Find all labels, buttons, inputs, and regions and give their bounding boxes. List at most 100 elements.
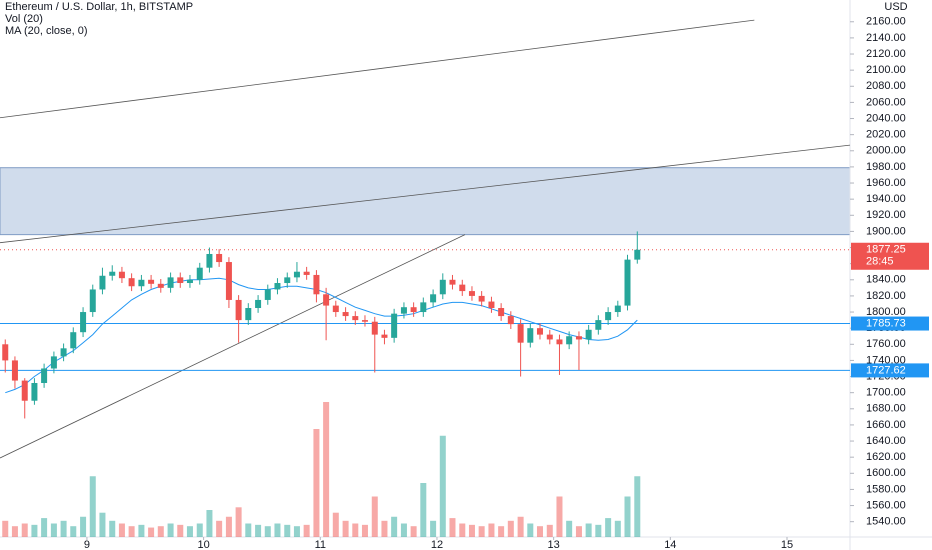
y-tick-label: 2140.00 — [866, 32, 906, 44]
candle-body — [216, 253, 223, 263]
candle-body — [70, 332, 77, 349]
volume-bar — [527, 523, 534, 537]
volume-bar — [60, 520, 67, 537]
y-tick-label: 1620.00 — [866, 451, 906, 463]
level-price-box — [851, 363, 929, 378]
y-tick-label: 1740.00 — [866, 354, 906, 366]
candle-body — [206, 253, 213, 268]
volume-bar — [420, 483, 427, 537]
y-tick-label: 1840.00 — [866, 274, 906, 286]
candle-body — [595, 320, 602, 330]
candle-body — [410, 307, 417, 313]
candle-body — [264, 289, 271, 300]
volume-bar — [634, 476, 641, 537]
y-tick-label: 2020.00 — [866, 129, 906, 141]
x-tick-label: 13 — [548, 539, 560, 550]
volume-bar — [430, 520, 437, 537]
volume-bar — [264, 526, 271, 537]
volume-bar — [323, 402, 330, 537]
volume-bar — [507, 520, 514, 537]
trendline — [0, 234, 466, 459]
y-tick-label: 2160.00 — [866, 16, 906, 28]
candle-body — [80, 312, 87, 333]
candle-body — [546, 334, 553, 340]
candle-body — [391, 313, 398, 338]
volume-bar — [245, 523, 252, 537]
candle-body — [498, 308, 505, 317]
volume-bar — [128, 526, 135, 537]
volume-bar — [186, 526, 193, 537]
y-tick-label: 2000.00 — [866, 145, 906, 157]
candle-body — [303, 271, 310, 275]
volume-bar — [624, 496, 631, 537]
volume-bar — [2, 520, 9, 537]
volume-bar — [293, 526, 300, 537]
candle-body — [31, 382, 38, 401]
volume-bar — [410, 526, 417, 537]
volume-bar — [459, 523, 466, 537]
volume-bar — [566, 520, 573, 537]
candle-body — [148, 279, 155, 284]
y-tick-label: 1560.00 — [866, 499, 906, 511]
candle-body — [536, 328, 543, 335]
volume-bar — [157, 526, 164, 537]
candle-body — [21, 380, 28, 401]
candle-body — [99, 275, 106, 290]
y-tick-label: 2060.00 — [866, 96, 906, 108]
volume-bar — [70, 526, 77, 537]
volume-bar — [488, 523, 495, 537]
candle-body — [624, 259, 631, 306]
candle-body — [293, 271, 300, 278]
candle-body — [439, 279, 446, 295]
candle-body — [381, 334, 388, 338]
y-tick-label: 1800.00 — [866, 306, 906, 318]
y-tick-label: 2120.00 — [866, 48, 906, 60]
candle-body — [196, 267, 203, 280]
candle-body — [225, 262, 232, 300]
candle-body — [527, 328, 534, 343]
candle-body — [60, 348, 67, 357]
last-price-label: 1877.25 — [866, 244, 906, 256]
volume-bar — [517, 516, 524, 537]
x-tick-label: 15 — [781, 539, 793, 550]
candle-body — [634, 249, 641, 260]
trendline — [0, 19, 755, 119]
volume-bar — [41, 518, 48, 537]
candle-body — [556, 339, 563, 345]
price-axis — [850, 0, 932, 550]
level-price-label: 1727.62 — [866, 364, 906, 376]
candle-body — [177, 277, 184, 284]
volume-bar — [332, 512, 339, 537]
y-tick-label: 2080.00 — [866, 80, 906, 92]
x-tick-label: 14 — [664, 539, 676, 550]
candle-body — [575, 336, 582, 340]
volume-bar — [352, 523, 359, 537]
volume-bar — [361, 524, 368, 537]
volume-bar — [99, 512, 106, 537]
volume-bar — [536, 526, 543, 537]
volume-bar — [148, 527, 155, 537]
candle-body — [89, 289, 96, 313]
volume-bar — [575, 526, 582, 537]
candle-body — [605, 312, 612, 321]
candle-body — [332, 305, 339, 313]
volume-bar — [50, 523, 57, 537]
candle-body — [488, 301, 495, 309]
last-price-box — [851, 242, 929, 270]
volume-bar — [109, 520, 116, 537]
candle-body — [41, 368, 48, 383]
trendline — [0, 144, 851, 244]
volume-bar — [21, 523, 28, 537]
volume-bar — [342, 520, 349, 537]
y-tick-label: 1580.00 — [866, 483, 906, 495]
level-price-label: 1785.73 — [866, 317, 906, 329]
y-tick-label: 1700.00 — [866, 387, 906, 399]
volume-bar — [196, 523, 203, 537]
volume-bar — [303, 524, 310, 537]
candle-body — [459, 284, 466, 292]
candle-body — [128, 278, 135, 287]
volume-bar — [439, 435, 446, 537]
y-tick-label: 1540.00 — [866, 516, 906, 528]
volume-bar — [371, 496, 378, 537]
